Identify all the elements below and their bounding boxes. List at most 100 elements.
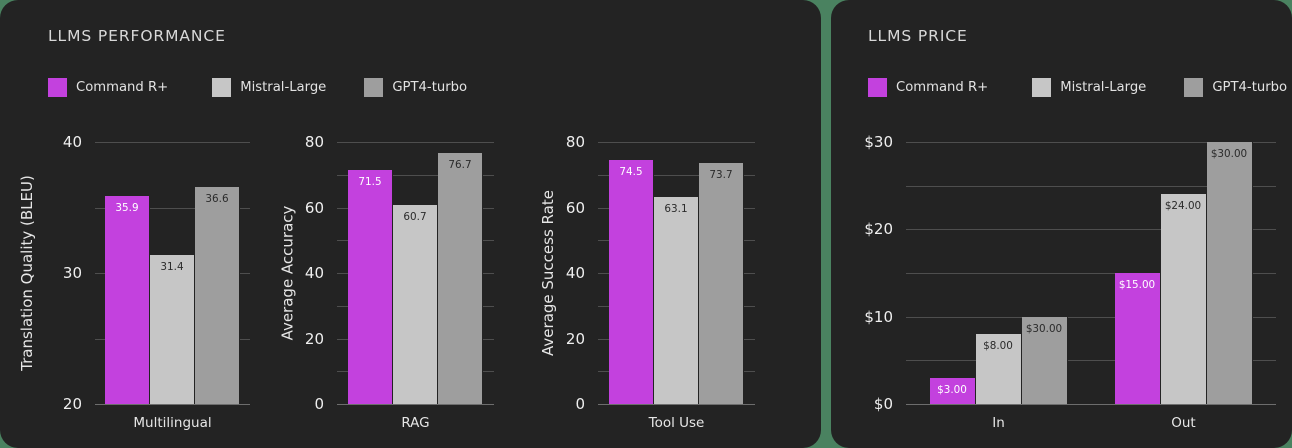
bar-value-label: $30.00 (1210, 148, 1248, 160)
legend-item-command-r[interactable]: Command R+ (48, 78, 168, 97)
bar-group-multilingual: 35.9 31.4 36.6 (105, 142, 240, 404)
y-axis-title-label: Average Accuracy (278, 205, 297, 341)
gridline (95, 207, 250, 209)
plot-area: 0 20 40 60 80 74.5 63.1 73.7 (566, 133, 755, 413)
bar[interactable]: $30.00 (1021, 316, 1068, 404)
bar-value-label: 35.9 (115, 201, 139, 214)
gridline (906, 185, 1276, 187)
llms-performance-panel: LLMS PERFORMANCE Command R+ Mistral-Large… (0, 0, 821, 448)
bar-value-label: 60.7 (403, 211, 427, 224)
bar[interactable]: $15.00 (1114, 273, 1161, 404)
legend-swatch-icon (364, 78, 384, 97)
bar[interactable]: 73.7 (699, 162, 744, 404)
bar[interactable]: $8.00 (975, 334, 1022, 404)
y-axis-tick-label: 20 (565, 329, 585, 348)
legend-item-gpt4-turbo[interactable]: GPT4-turbo (364, 78, 467, 97)
x-axis-tick-label: RAG (401, 415, 430, 431)
bar-value-label: 63.1 (664, 203, 688, 216)
chart-multilingual: Translation Quality (BLEU) Multilingual 20… (0, 0, 270, 448)
x-axis-line (95, 404, 250, 405)
chart-tool-use: Average Success Rate Tool Use 0 20 40 60 80 74.… (523, 0, 793, 448)
y-axis-tick-label: $0 (873, 395, 893, 413)
bar-value-label: $3.00 (937, 383, 967, 396)
bar[interactable]: 63.1 (654, 197, 699, 404)
y-axis-tick-label: 30 (62, 264, 82, 282)
chart-rag: Average Accuracy RAG 0 20 40 60 80 71.5 60.7 76.7 (262, 0, 524, 448)
y-axis-tick-label: $30 (864, 133, 893, 151)
page-title-performance: LLMS PERFORMANCE (48, 27, 226, 45)
bar[interactable]: $3.00 (929, 377, 976, 404)
bar-value-label: 71.5 (358, 175, 382, 188)
bar-value-label: 73.7 (709, 168, 733, 181)
gridline (906, 229, 1276, 231)
x-axis-line (598, 404, 755, 405)
legend-item-label: Mistral-Large (1060, 80, 1147, 95)
bar[interactable]: 35.9 (105, 195, 150, 404)
x-axis-tick-label: Multilingual (133, 415, 212, 431)
legend-item-gpt4-turbo[interactable]: GPT4-turbo (1184, 78, 1287, 97)
gridline (906, 273, 1276, 274)
y-axis-tick-label: $20 (864, 220, 893, 239)
legend-item-mistral-large[interactable]: Mistral-Large (1032, 78, 1146, 97)
bar-value-label: 76.7 (448, 158, 472, 171)
y-axis-tick-label: 60 (565, 198, 585, 217)
y-axis-title: Translation Quality (BLEU) (14, 142, 40, 404)
bar[interactable]: $24.00 (1160, 194, 1207, 404)
y-axis-tick-label: 20 (304, 329, 324, 348)
gridline (598, 174, 755, 176)
legend-item-label: Command R+ (76, 80, 169, 95)
chart-in-out: In Out $0 $10 $20 $30 $3.00 $8.00 $30.00 $15.00 $2… (831, 0, 1292, 448)
bar[interactable]: $30.00 (1206, 142, 1253, 404)
legend-swatch-icon (868, 78, 887, 97)
bar-group-in: $3.00 $8.00 $30.00 (929, 142, 1068, 404)
legend-swatch-icon (1184, 78, 1204, 97)
y-axis-tick-label: 40 (304, 264, 324, 282)
gridline (906, 316, 1276, 318)
gridline (337, 142, 494, 143)
bar-value-label: $24.00 (1164, 200, 1202, 213)
y-axis-tick-label: $10 (864, 307, 893, 326)
bar-value-label: $30.00 (1025, 322, 1063, 335)
gridline (906, 360, 1276, 362)
x-axis-tick-label: Tool Use (648, 415, 705, 431)
bar[interactable]: 60.7 (393, 205, 438, 404)
x-axis-tick-label: In (992, 415, 1005, 431)
x-axis-line (906, 404, 1276, 405)
gridline (598, 142, 755, 143)
plot-area: 0 20 40 60 80 71.5 60.7 76.7 (305, 133, 494, 413)
bar[interactable]: 36.6 (195, 186, 240, 404)
legend-item-label: GPT4-turbo (1212, 80, 1288, 95)
bar[interactable]: 31.4 (150, 254, 195, 404)
x-axis-line (337, 404, 494, 405)
legend-swatch-icon (1032, 78, 1052, 97)
legend-performance: Command R+ Mistral-Large GPT4-turbo (48, 78, 467, 97)
y-axis-tick-label: 80 (565, 133, 585, 151)
plot-area: 20 30 40 35.9 31.4 36.6 (63, 133, 250, 413)
legend-item-label: Command R+ (896, 80, 989, 95)
bar-value-label: 74.5 (619, 166, 643, 179)
bar-value-label: 36.6 (205, 192, 229, 205)
y-axis-title: Average Success Rate (535, 142, 561, 404)
y-axis-title-label: Translation Quality (BLEU) (18, 175, 36, 371)
legend-swatch-icon (212, 78, 232, 97)
gridline (906, 142, 1276, 143)
llms-price-panel: LLMS PRICE Command R+ Mistral-Large GPT4-t… (831, 0, 1292, 448)
y-axis-tick-label: 60 (304, 198, 324, 217)
bar[interactable]: 74.5 (609, 160, 654, 404)
bar-group-tool-use: 74.5 63.1 73.7 (609, 142, 744, 404)
bar[interactable]: 71.5 (348, 169, 393, 404)
gridline (337, 174, 494, 176)
gridline (95, 142, 250, 143)
bar-group-out: $15.00 $24.00 $30.00 (1114, 142, 1253, 404)
y-axis-tick-label: 0 (314, 395, 324, 413)
legend-item-command-r[interactable]: Command R+ (868, 78, 988, 97)
legend-item-label: Mistral-Large (240, 80, 327, 95)
y-axis-tick-label: 20 (62, 395, 82, 413)
legend-swatch-icon (48, 78, 67, 97)
legend-price: Command R+ Mistral-Large GPT4-turbo (868, 78, 1287, 97)
legend-item-mistral-large[interactable]: Mistral-Large (212, 78, 326, 97)
bar-value-label: $8.00 (983, 340, 1013, 353)
bar[interactable]: 76.7 (438, 152, 483, 404)
plot-area: $0 $10 $20 $30 $3.00 $8.00 $30.00 $15.00 $24.00 $… (864, 133, 1276, 413)
y-axis-tick-label: 80 (304, 133, 324, 151)
